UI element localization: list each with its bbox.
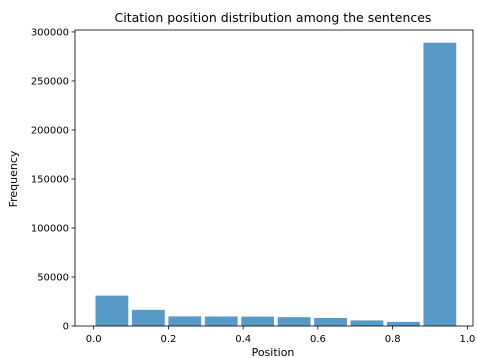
x-axis-label: Position	[252, 346, 295, 358]
histogram-bar	[387, 321, 420, 326]
x-tick-label: 0.8	[385, 334, 401, 345]
bars-group	[95, 42, 457, 326]
y-tick-label: 50000	[37, 272, 69, 283]
y-tick-label: 0	[63, 322, 69, 333]
y-axis: 0 50000 100000 150000 200000 250000 300000	[31, 27, 75, 333]
x-tick-label: 0.2	[160, 334, 176, 345]
x-tick-label: 0.0	[86, 334, 102, 345]
histogram-bar	[350, 320, 384, 326]
y-tick-label: 200000	[31, 125, 69, 136]
histogram-bar	[95, 295, 129, 326]
histogram-bar	[277, 317, 311, 326]
histogram-bar	[423, 42, 457, 326]
y-tick-label: 250000	[31, 76, 69, 87]
histogram-bar	[241, 316, 275, 326]
chart-title: Citation position distribution among the…	[115, 10, 432, 25]
y-tick-label: 300000	[31, 27, 69, 38]
histogram-bar	[131, 309, 165, 326]
x-tick-label: 1.0	[459, 334, 475, 345]
y-tick-label: 150000	[31, 174, 69, 185]
y-tick-label: 100000	[31, 223, 69, 234]
histogram-bar	[168, 316, 202, 326]
histogram-bar	[204, 316, 238, 326]
x-axis: 0.0 0.2 0.4 0.6 0.8 1.0	[86, 326, 475, 345]
x-tick-label: 0.6	[310, 334, 326, 345]
histogram-bar	[314, 317, 347, 326]
plot-frame	[74, 29, 474, 327]
x-tick-label: 0.4	[235, 334, 251, 345]
y-axis-label: Frequency	[7, 150, 20, 207]
